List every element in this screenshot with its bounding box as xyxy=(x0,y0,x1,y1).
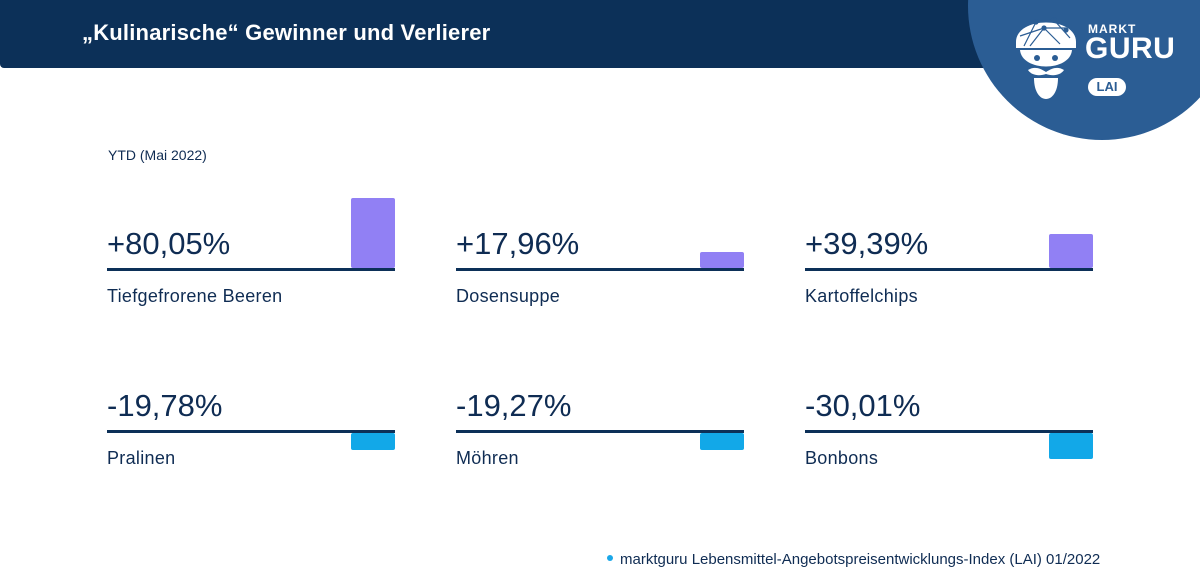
category-label: Pralinen xyxy=(107,448,176,468)
category-label: Möhren xyxy=(456,448,519,468)
data-label: +17,96% xyxy=(456,226,580,261)
guru-mascot-icon xyxy=(1016,17,1076,99)
bar xyxy=(700,252,744,268)
data-label: -19,27% xyxy=(456,388,572,423)
bar xyxy=(351,198,395,268)
category-label: Dosensuppe xyxy=(456,286,561,306)
baseline xyxy=(456,430,744,433)
baseline xyxy=(456,268,744,271)
baseline xyxy=(107,430,395,433)
chart-title: „Kulinarische“ Gewinner und Verlierer xyxy=(82,20,491,45)
chart-subtitle: YTD (Mai 2022) xyxy=(108,147,207,163)
baseline xyxy=(107,268,395,271)
logo-badge xyxy=(968,0,1200,140)
bullet-dot-icon xyxy=(607,555,613,562)
data-label: -19,78% xyxy=(107,388,223,423)
category-label: Bonbons xyxy=(805,448,879,468)
source-note: marktguru Lebensmittel-Angebotspreisentw… xyxy=(607,551,1100,568)
baseline xyxy=(805,430,1093,433)
category-label: Tiefgefrorene Beeren xyxy=(107,286,283,306)
bar xyxy=(1049,433,1093,460)
category-label: Kartoffelchips xyxy=(805,286,918,306)
bar xyxy=(1049,233,1093,268)
source-text: marktguru Lebensmittel-Angebotspreisentw… xyxy=(620,551,1101,568)
baseline xyxy=(805,268,1093,271)
logo-lai-badge: LAI xyxy=(1088,78,1126,96)
data-label: +80,05% xyxy=(107,226,231,261)
data-label: +39,39% xyxy=(805,226,929,261)
logo-top-text: MARKT xyxy=(1088,22,1137,36)
bar xyxy=(700,433,744,450)
bar xyxy=(351,433,395,451)
logo-main-text: GURU xyxy=(1085,32,1176,65)
data-label: -30,01% xyxy=(805,388,921,423)
